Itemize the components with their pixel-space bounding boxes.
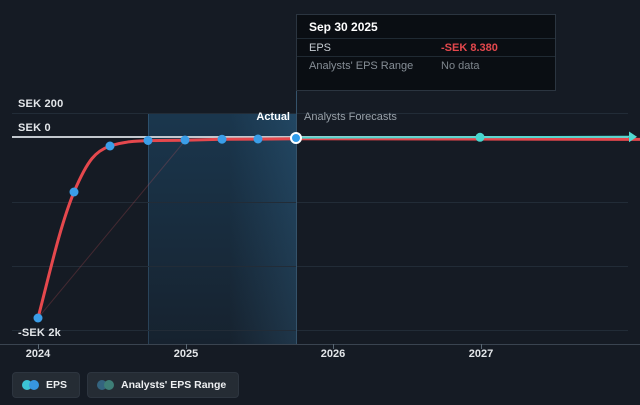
x-axis-line	[0, 344, 640, 345]
x-label-2025: 2025	[173, 348, 199, 360]
x-label-2027: 2027	[468, 348, 494, 360]
y-label-sek200: SEK 200	[18, 98, 64, 110]
legend: EPS Analysts' EPS Range	[12, 372, 240, 398]
band-left-edge-line	[148, 113, 149, 344]
y-label-neg2k: -SEK 2k	[18, 327, 61, 339]
tooltip-divider	[297, 38, 555, 39]
legend-eps-range-label: Analysts' EPS Range	[121, 379, 227, 391]
tooltip-row-range: Analysts' EPS Range No data	[297, 57, 555, 74]
tooltip-eps-label: EPS	[309, 41, 332, 54]
faint-trail-line	[37, 139, 187, 319]
x-tick-2026	[333, 344, 334, 349]
actual-label: Actual	[256, 111, 290, 123]
legend-eps-label: EPS	[46, 379, 68, 391]
x-tick-2025	[186, 344, 187, 349]
gridline-sek-2k	[12, 330, 628, 331]
eps-line	[36, 137, 640, 320]
forecast-line	[295, 135, 630, 139]
forecasts-label: Analysts Forecasts	[304, 111, 397, 123]
x-tick-2024	[38, 344, 39, 349]
legend-eps-toggle[interactable]: EPS	[12, 372, 81, 398]
x-tick-2027	[481, 344, 482, 349]
legend-eps-range-toggle[interactable]: Analysts' EPS Range	[87, 372, 240, 398]
tooltip-row-eps: EPS -SEK 8.380	[297, 39, 555, 56]
tooltip-eps-value: -SEK 8.380	[441, 41, 498, 54]
gridline-sek200	[12, 113, 628, 114]
eps-points[interactable]	[33, 134, 263, 323]
eps-legend-dots-icon	[22, 380, 39, 390]
actual-forecast-divider	[296, 14, 297, 344]
x-label-2026: 2026	[320, 348, 346, 360]
tooltip-range-label: Analysts' EPS Range	[309, 59, 414, 72]
gridline-minor-2	[12, 266, 628, 267]
tooltip-date: Sep 30 2025	[309, 20, 378, 34]
x-label-2024: 2024	[25, 348, 51, 360]
tooltip-range-value: No data	[441, 59, 480, 72]
forecast-point-2027[interactable]	[475, 132, 485, 142]
y-label-sek0: SEK 0	[18, 122, 51, 134]
tooltip-divider-2	[297, 56, 555, 57]
past-year-highlight-band	[148, 113, 296, 344]
forecast-end-arrow-icon	[629, 131, 637, 143]
eps-range-legend-dots-icon	[97, 380, 115, 390]
selected-point-sep-30-2025[interactable]	[290, 132, 302, 144]
gridline-minor-1	[12, 202, 628, 203]
tooltip: Sep 30 2025 EPS -SEK 8.380 Analysts' EPS…	[296, 14, 556, 91]
